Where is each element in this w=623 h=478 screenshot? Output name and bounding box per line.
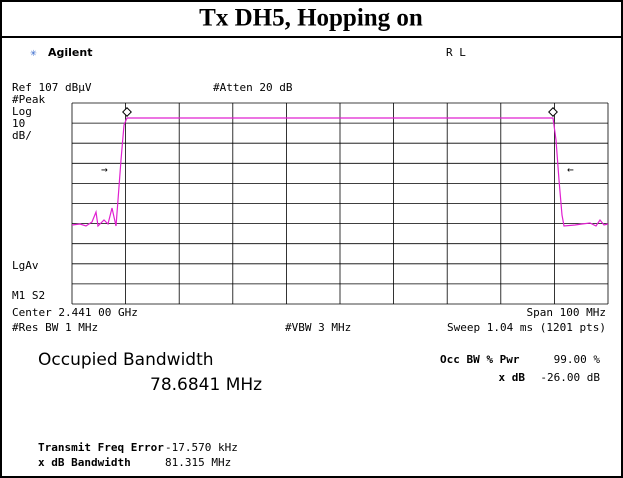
xdb-label: x dB (499, 371, 526, 384)
xdb-bw-label: x dB Bandwidth (38, 456, 131, 469)
span: Span 100 MHz (527, 306, 606, 319)
scale-value: 10 (12, 117, 25, 130)
marker (122, 107, 132, 117)
trace (71, 117, 609, 228)
logo-icon: ✳ (30, 46, 37, 59)
title: Tx DH5, Hopping on (199, 5, 423, 32)
ref-level: Ref 107 dBµV (12, 81, 92, 94)
center: Center 2.441 00 GHz (12, 306, 138, 319)
rbw: #Res BW 1 MHz (12, 321, 98, 334)
graticule (71, 102, 609, 305)
arrow-right: → (101, 163, 108, 176)
vbw: #VBW 3 MHz (285, 321, 351, 334)
sweep: Sweep 1.04 ms (1201 pts) (447, 321, 606, 334)
scale-unit: dB/ (12, 129, 32, 142)
xdb-bw-value: 81.315 MHz (165, 456, 231, 469)
occ-pwr-label: Occ BW % Pwr (440, 353, 520, 366)
brand: Agilent (48, 46, 92, 59)
occ-title: Occupied Bandwidth (38, 350, 214, 370)
arrow-left: ← (567, 163, 574, 176)
freq-err-label: Transmit Freq Error (38, 441, 164, 454)
atten: #Atten 20 dB (213, 81, 293, 94)
xdb-value: -26.00 dB (540, 371, 600, 384)
scale-type: Log (12, 105, 32, 118)
mode: R L (446, 46, 466, 59)
freq-err-value: -17.570 kHz (165, 441, 238, 454)
occ-pwr-value: 99.00 % (554, 353, 601, 366)
average: LgAv (12, 259, 39, 272)
marker (548, 107, 558, 117)
detector: #Peak (12, 93, 45, 106)
marker-mode: M1 S2 (12, 289, 45, 302)
occ-value: 78.6841 MHz (150, 375, 262, 395)
